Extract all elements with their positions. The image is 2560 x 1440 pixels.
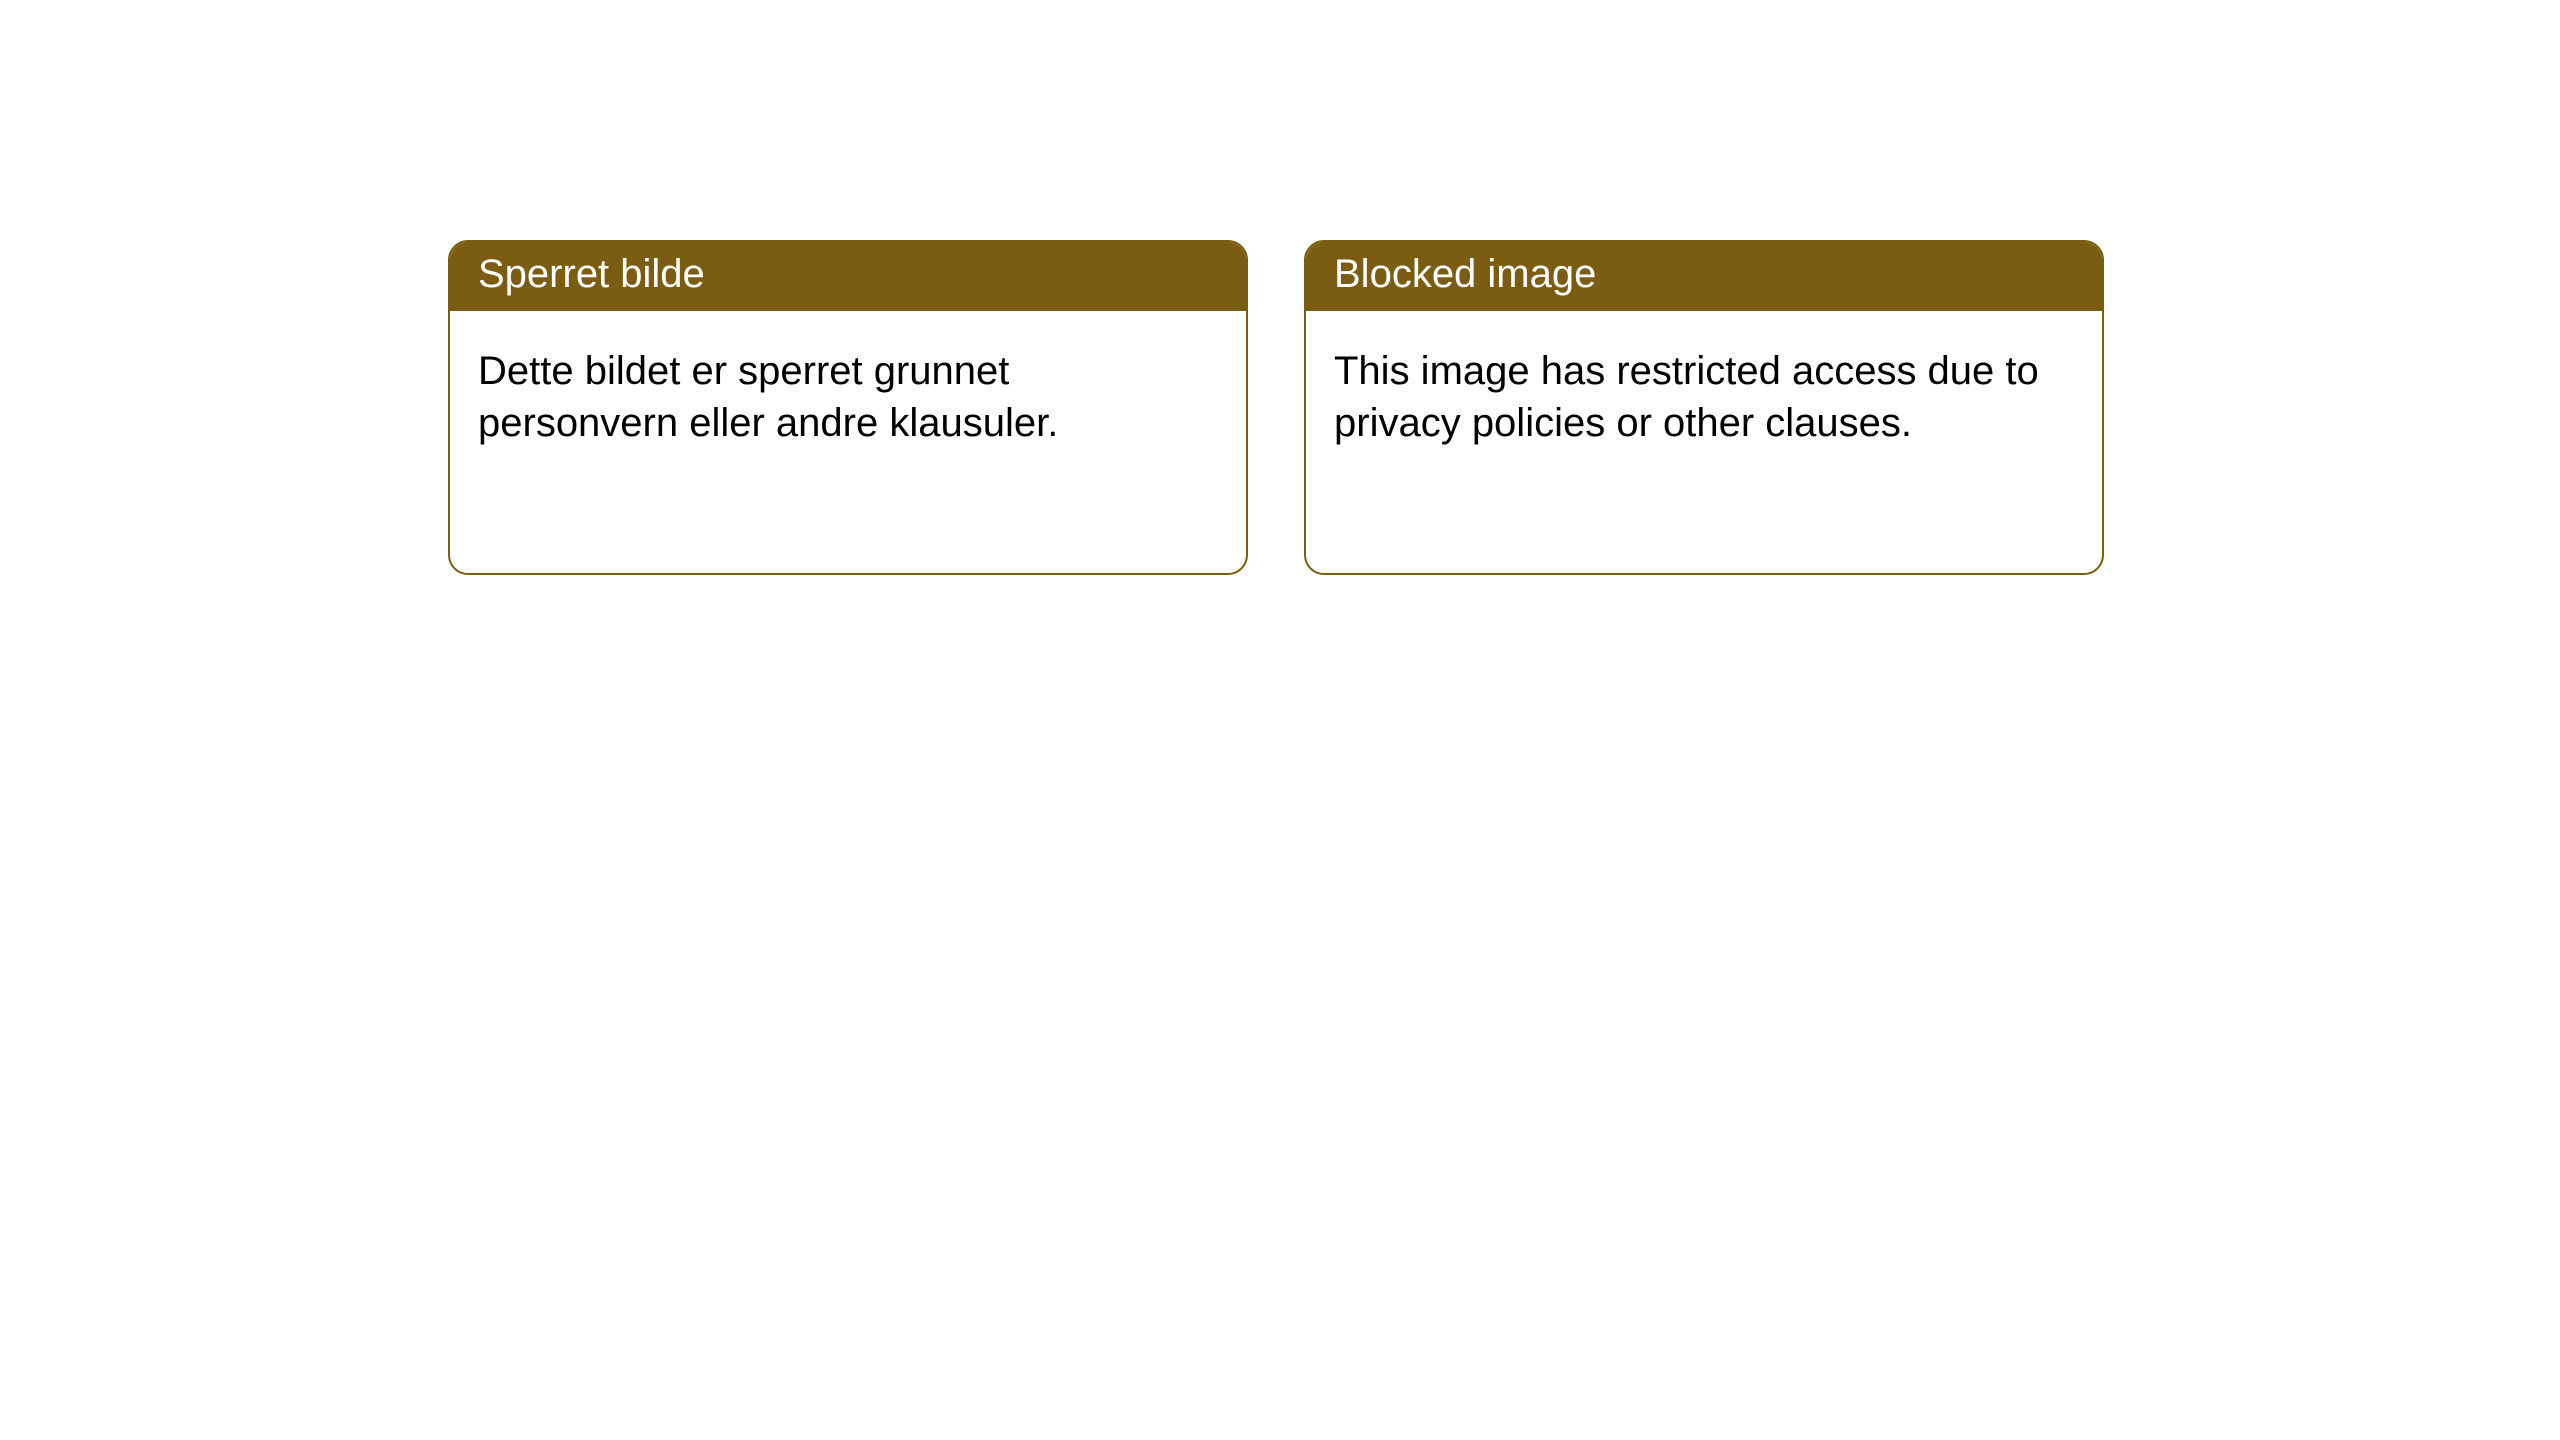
notice-container: Sperret bilde Dette bildet er sperret gr… [0,0,2560,575]
card-body: Dette bildet er sperret grunnet personve… [450,311,1246,483]
card-header: Blocked image [1306,242,2102,311]
card-body: This image has restricted access due to … [1306,311,2102,483]
card-title: Sperret bilde [478,252,705,296]
card-message: Dette bildet er sperret grunnet personve… [478,349,1058,445]
card-header: Sperret bilde [450,242,1246,311]
card-title: Blocked image [1334,252,1596,296]
notice-card-norwegian: Sperret bilde Dette bildet er sperret gr… [448,240,1248,575]
notice-card-english: Blocked image This image has restricted … [1304,240,2104,575]
card-message: This image has restricted access due to … [1334,349,2039,445]
